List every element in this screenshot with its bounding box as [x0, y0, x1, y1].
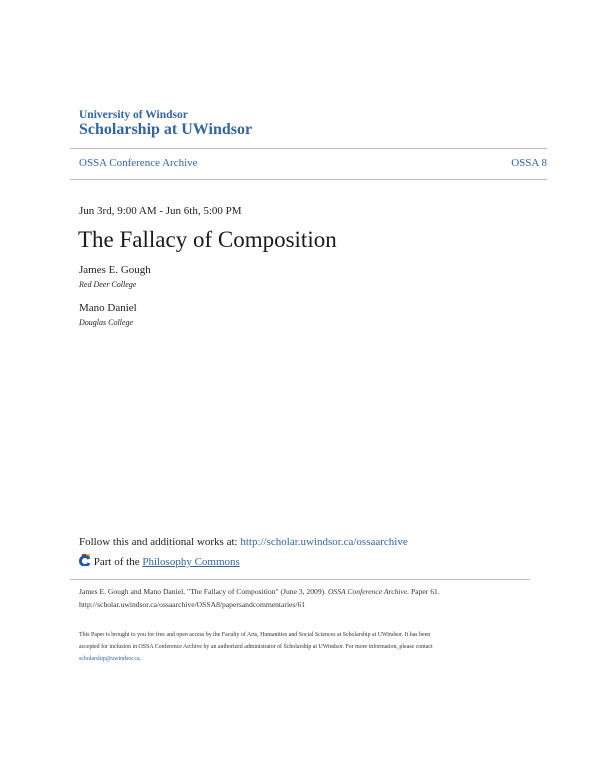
citation-paper: Paper 61. — [409, 587, 440, 596]
author-name: Mano Daniel — [79, 302, 137, 314]
citation-journal: OSSA Conference Archive. — [327, 587, 410, 596]
notice-line: scholarship@uwindsor.ca. — [79, 656, 141, 662]
divider — [70, 148, 547, 149]
paper-title: The Fallacy of Composition — [78, 227, 337, 252]
bepress-commons-icon — [78, 554, 91, 567]
divider — [70, 579, 530, 580]
contact-email-link[interactable]: scholarship@uwindsor.ca — [79, 656, 140, 662]
citation-url: http://scholar.uwindsor.ca/ossaarchive/O… — [79, 600, 306, 609]
part-of-label: Part of the — [93, 556, 143, 568]
part-of-line: Part of the Philosophy Commons — [78, 554, 240, 568]
citation-line: James E. Gough and Mano Daniel, "The Fal… — [79, 587, 440, 596]
archive-url-link[interactable]: http://scholar.uwindsor.ca/ossaarchive — [240, 536, 408, 548]
author-name: James E. Gough — [79, 264, 151, 276]
divider — [70, 179, 547, 180]
author-affiliation: Douglas College — [79, 318, 133, 327]
notice-end: . — [139, 656, 142, 662]
collection-link[interactable]: OSSA Conference Archive — [79, 157, 198, 169]
follow-line: Follow this and additional works at: htt… — [79, 536, 408, 548]
institution-name: University of Windsor — [79, 109, 188, 121]
philosophy-commons-link[interactable]: Philosophy Commons — [142, 556, 240, 568]
repository-name: Scholarship at UWindsor — [79, 121, 253, 138]
citation-text: James E. Gough and Mano Daniel, "The Fal… — [79, 587, 328, 596]
follow-label: Follow this and additional works at: — [79, 536, 241, 548]
notice-line: accepted for inclusion in OSSA Conferenc… — [79, 644, 433, 650]
author-affiliation: Red Deer College — [79, 280, 137, 289]
series-link[interactable]: OSSA 8 — [511, 157, 547, 169]
event-date: Jun 3rd, 9:00 AM - Jun 6th, 5:00 PM — [79, 205, 242, 217]
notice-line: This Paper is brought to you for free an… — [79, 632, 431, 638]
